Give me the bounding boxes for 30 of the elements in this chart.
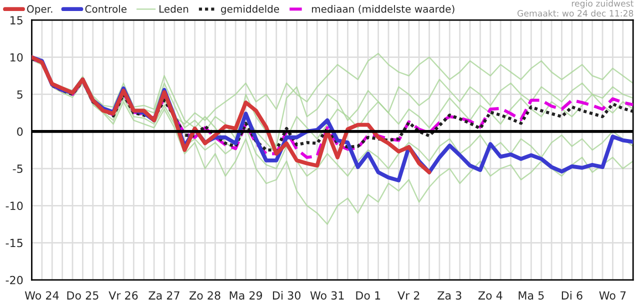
y-tick-label: -5 <box>12 164 22 173</box>
x-tick-label: Ma 29 <box>230 291 262 300</box>
legend-label: Controle <box>85 5 127 13</box>
y-tick-label: -15 <box>6 238 22 248</box>
y-tick-label: -20 <box>6 276 23 284</box>
x-tick-label: Za 3 <box>438 291 462 300</box>
legend-label: Oper. <box>27 5 52 15</box>
x-tick-label: Wo 24 <box>24 291 59 300</box>
legend-label: Leden <box>160 5 188 13</box>
y-tick-label: 10 <box>10 53 23 62</box>
x-tick-label: Do 1 <box>356 291 380 300</box>
y-tick-label: 5 <box>17 90 22 99</box>
x-tick-label: Zo 4 <box>478 291 502 300</box>
x-tick-label: Do 25 <box>67 291 98 300</box>
x-tick-label: Di 6 <box>562 291 582 300</box>
x-tick-label: Ma 5 <box>518 291 544 300</box>
text: regio zuidwest <box>572 0 634 8</box>
x-tick-label: Di 30 <box>272 291 300 300</box>
y-tick-label: 15 <box>10 16 22 24</box>
x-tick-label: Zo 28 <box>189 291 220 300</box>
text: Gemaakt: wo 24 dec 11:28 <box>518 10 634 17</box>
legend-label: gemiddelde <box>220 5 280 15</box>
x-tick-label: Vr 26 <box>108 291 138 300</box>
x-tick-label: Za 27 <box>148 291 180 300</box>
x-tick-label: Vr 2 <box>398 291 420 300</box>
y-tick-label: -10 <box>6 202 23 210</box>
x-tick-label: Wo 31 <box>310 291 344 300</box>
x-tick-label: Wo 7 <box>599 291 626 300</box>
y-tick-label: 0 <box>17 127 23 136</box>
legend-label: mediaan (middelste waarde) <box>312 5 454 14</box>
